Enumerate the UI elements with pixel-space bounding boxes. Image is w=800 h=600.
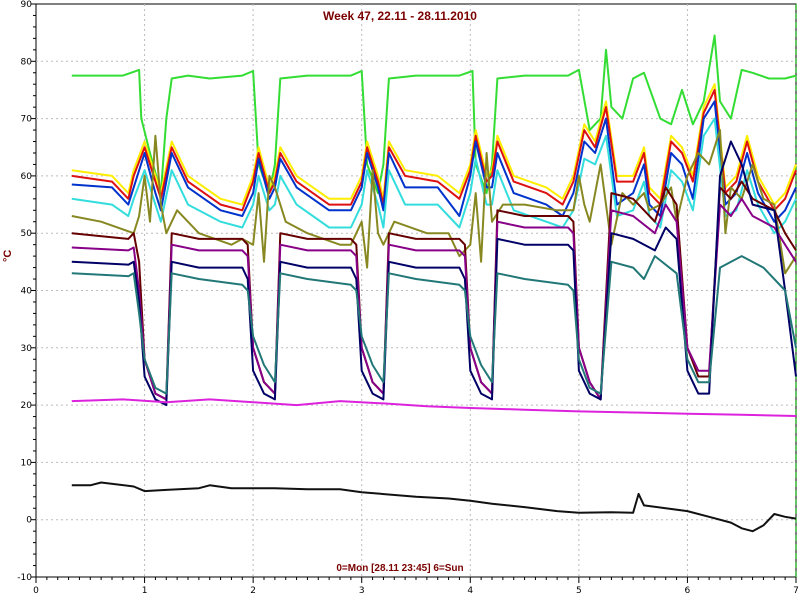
series-line-5 (71, 117, 797, 235)
y-tick-label: -10 (17, 573, 32, 583)
y-tick-label: 50 (21, 229, 33, 239)
x-tick-label: 2 (250, 586, 256, 596)
x-tick-label: 0 (33, 586, 39, 596)
y-tick-label: 70 (21, 115, 33, 125)
series-line-9 (71, 140, 797, 407)
series-line-11 (71, 398, 797, 417)
y-tick-label: 80 (21, 57, 33, 67)
y-tick-label: 0 (26, 516, 32, 526)
y-tick-label: 60 (21, 172, 33, 182)
x-tick-label: 6 (685, 586, 691, 596)
y-tick-label: 30 (21, 344, 33, 354)
y-tick-label: 40 (21, 287, 33, 297)
x-tick-label: 7 (793, 586, 799, 596)
series-line-8 (71, 197, 797, 401)
x-axis-footnote: 0=Mon [28.11 23:45] 6=Sun (336, 563, 464, 574)
x-tick-label: 5 (576, 586, 582, 596)
y-tick-label: 90 (21, 0, 33, 10)
y-axis-label: °C (2, 249, 14, 262)
x-tick-label: 3 (359, 586, 365, 596)
x-tick-label: 1 (142, 586, 148, 596)
y-tick-label: 20 (21, 401, 33, 411)
chart-title: Week 47, 22.11 - 28.11.2010 (323, 9, 477, 23)
series-line-10 (71, 255, 797, 395)
y-tick-label: 10 (21, 458, 33, 468)
x-tick-label: 4 (467, 586, 473, 596)
series-line-4 (71, 100, 797, 223)
series-line-12 (71, 481, 797, 533)
